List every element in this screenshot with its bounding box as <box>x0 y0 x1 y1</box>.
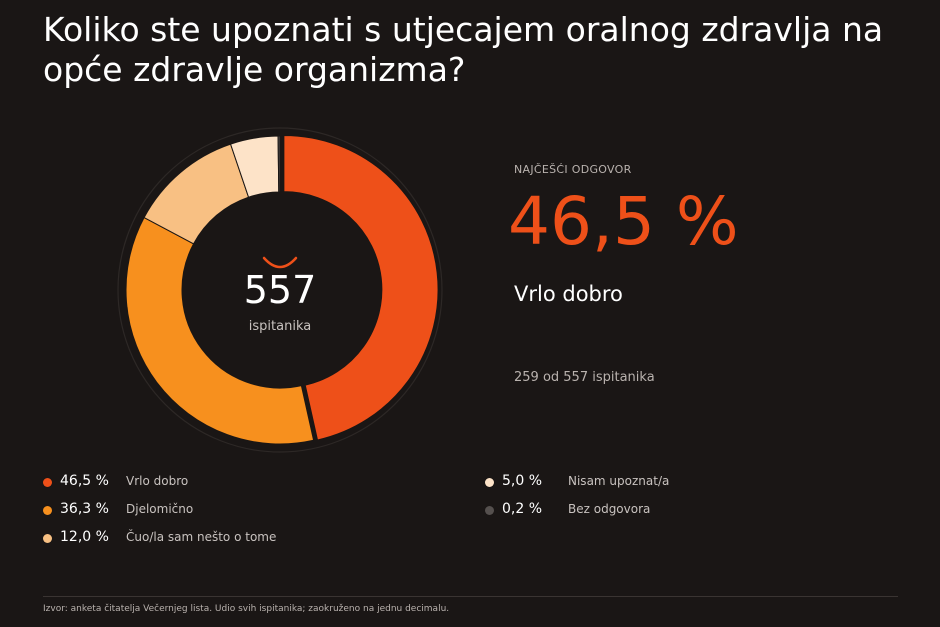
legend-label: Bez odgovora <box>568 502 651 516</box>
donut-slice <box>277 135 281 193</box>
legend-dot <box>43 478 52 487</box>
chart-title: Koliko ste upoznati s utjecajem oralnog … <box>43 10 884 89</box>
top-answer-count: 259 od 557 ispitanika <box>514 370 655 385</box>
legend-label: Djelomično <box>126 502 194 516</box>
donut-outer-ring <box>117 127 443 453</box>
legend-label: Nisam upoznat/a <box>568 474 670 488</box>
footer-divider <box>43 596 898 597</box>
legend-percent: 36,3 % <box>60 501 109 517</box>
top-answer-kicker: NAJČEŠĆI ODGOVOR <box>514 163 632 176</box>
donut-slice <box>283 135 439 441</box>
smile-icon <box>262 256 298 269</box>
donut-slice <box>125 216 315 445</box>
total-respondents-count: 557 <box>243 268 317 312</box>
legend-label: Čuo/la sam nešto o tome <box>126 530 277 544</box>
top-answer-value: 46,5 % <box>508 183 739 260</box>
legend-dot <box>485 506 494 515</box>
top-answer-label: Vrlo dobro <box>514 282 623 306</box>
legend-percent: 12,0 % <box>60 529 109 545</box>
legend-dot <box>43 506 52 515</box>
legend-label: Vrlo dobro <box>126 474 189 488</box>
legend-dot <box>43 534 52 543</box>
legend-dot <box>485 478 494 487</box>
total-respondents-label: ispitanika <box>248 319 312 334</box>
legend-percent: 0,2 % <box>502 501 543 517</box>
donut-slices <box>125 135 439 445</box>
legend-percent: 5,0 % <box>502 473 543 489</box>
source-note: Izvor: anketa čitatelja Večernjeg lista.… <box>43 604 450 614</box>
legend-percent: 46,5 % <box>60 473 109 489</box>
